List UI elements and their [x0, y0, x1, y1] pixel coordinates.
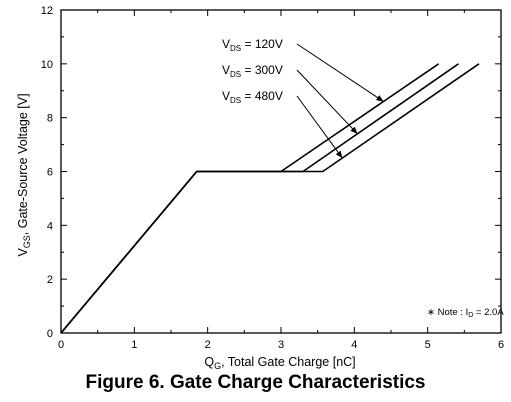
x-tick-label: 5: [425, 339, 431, 351]
legend-label-vds-1: VDS = 120V: [222, 37, 283, 53]
x-tick-label: 1: [131, 339, 137, 351]
y-tick-label: 4: [47, 220, 53, 232]
legend-pointer-line: [296, 69, 358, 135]
series-lines: [60, 63, 480, 334]
series-line-vds-3: [60, 63, 480, 334]
y-tick-label: 8: [47, 113, 53, 125]
legend-pointer-arrowhead: [350, 126, 358, 134]
note-annotation: ∗ Note : ID = 2.0A: [427, 307, 504, 319]
y-axis-label: VGS, Gate-Source Voltage [V]: [16, 93, 32, 256]
legend-pointer-line: [296, 95, 343, 159]
legend-label-vds-3: VDS = 480V: [222, 89, 283, 105]
y-tick-label: 12: [41, 5, 53, 17]
x-tick-label: 2: [205, 339, 211, 351]
series-line-vds-2: [60, 63, 459, 334]
legend-pointer-arrowhead: [335, 150, 343, 159]
x-tick-label: 4: [351, 339, 357, 351]
x-tick-label: 3: [278, 339, 284, 351]
legend-pointer-arrowhead: [376, 95, 384, 102]
y-tick-label: 6: [47, 167, 53, 179]
legend-pointer-line: [296, 43, 384, 102]
y-tick-label: 0: [47, 328, 53, 340]
y-tick-label: 2: [47, 274, 53, 286]
series-line-vds-1: [60, 63, 440, 334]
legend-label-vds-2: VDS = 300V: [222, 63, 283, 79]
legend-annotations: VDS = 120V VDS = 300V VDS = 480V: [222, 37, 384, 159]
figure-caption: Figure 6. Gate Charge Characteristics: [85, 372, 426, 393]
x-tick-label: 0: [58, 339, 64, 351]
x-tick-label: 6: [498, 339, 504, 351]
y-tick-label: 10: [41, 59, 53, 71]
x-axis-label: QG, Total Gate Charge [nC]: [204, 355, 355, 370]
